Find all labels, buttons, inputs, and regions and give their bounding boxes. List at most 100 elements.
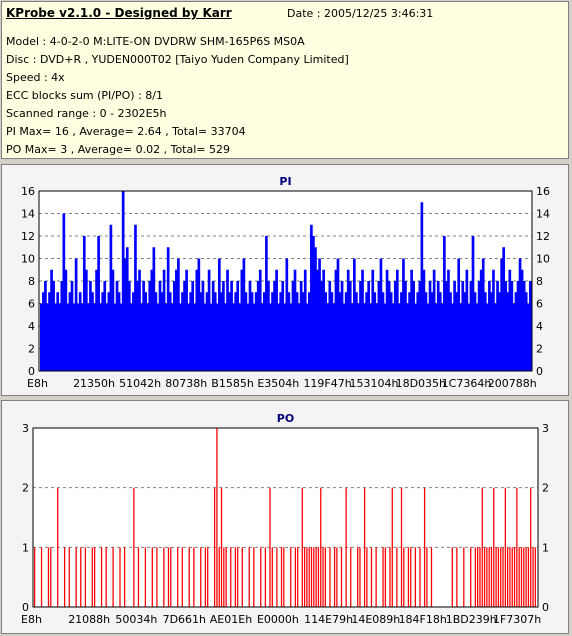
bar	[305, 303, 309, 371]
bar	[58, 303, 62, 371]
y-tick-label-right: 8	[536, 275, 543, 288]
bar	[297, 303, 301, 371]
model-line: Model : 4-0-2-0 M:LITE-ON DVDRW SHM-165P…	[6, 35, 305, 48]
bar	[74, 258, 78, 371]
bar	[493, 487, 495, 607]
bar	[350, 303, 354, 371]
po-chart-panel: PO 0 0 1 1 2 2 3 3 E8h 21088h 50034h 7D661h AE01Eh E00…	[1, 400, 569, 634]
bar	[162, 269, 166, 371]
bar	[40, 303, 43, 371]
bar	[207, 269, 211, 371]
bar	[105, 547, 107, 607]
bar	[209, 303, 213, 371]
bar	[400, 292, 403, 371]
bar	[414, 303, 418, 371]
bar	[256, 281, 260, 371]
bar	[365, 292, 368, 371]
bar	[412, 281, 415, 371]
bar	[320, 281, 323, 371]
bar	[76, 303, 80, 371]
bar	[205, 292, 209, 371]
bar	[222, 281, 225, 371]
bar	[103, 281, 107, 371]
x-tick-label: B1585h	[211, 377, 254, 390]
bar	[459, 303, 463, 371]
bar	[361, 269, 364, 371]
bar	[62, 213, 66, 371]
bar	[213, 292, 217, 371]
bar	[163, 547, 165, 607]
bar	[510, 281, 514, 371]
bar	[46, 303, 49, 371]
x-tick-label: 1BD239h	[446, 613, 497, 626]
bar	[142, 281, 145, 371]
bar	[451, 547, 453, 607]
x-tick-label: E8h	[27, 377, 48, 390]
bar	[486, 547, 488, 607]
bar	[164, 303, 168, 371]
y-tick-label-right: 10	[536, 253, 550, 266]
bar	[518, 258, 522, 371]
bar	[197, 258, 201, 371]
bar	[64, 547, 66, 607]
bar	[226, 269, 229, 371]
bar	[516, 281, 520, 371]
bar	[160, 292, 164, 371]
bar	[156, 303, 160, 371]
pi-chart-panel: PI 0 0 2 2 4 4 6 6 8 8 10 10 12 12 14 14 16 16 E8h 21350h 510…	[1, 164, 569, 396]
bar	[393, 281, 397, 371]
bar	[97, 236, 100, 371]
bar	[123, 547, 126, 607]
bar	[418, 281, 422, 371]
bar	[246, 303, 250, 371]
bar	[224, 303, 227, 371]
bar	[420, 202, 424, 371]
bar	[381, 292, 385, 371]
bar	[119, 303, 123, 371]
bar	[387, 281, 391, 371]
bar	[490, 292, 493, 371]
x-tick-label: 114E79h	[304, 613, 353, 626]
bar	[244, 292, 248, 371]
bar	[271, 547, 273, 607]
bar	[252, 303, 256, 371]
bar	[144, 292, 147, 371]
bar	[258, 269, 262, 371]
bar	[68, 292, 72, 371]
bar	[137, 547, 140, 607]
y-tick-label-right: 6	[536, 298, 543, 311]
bar	[281, 281, 285, 371]
bar	[400, 487, 403, 607]
bar	[333, 547, 336, 607]
bar	[370, 547, 373, 607]
bar	[377, 281, 381, 371]
bar	[134, 224, 137, 371]
bar	[237, 547, 239, 607]
bar	[271, 292, 274, 371]
bar	[260, 303, 264, 371]
bar	[289, 303, 293, 371]
bar	[494, 303, 497, 371]
bar	[470, 547, 472, 607]
bar	[168, 292, 172, 371]
x-tick-label: 7D661h	[163, 613, 206, 626]
bar	[225, 547, 227, 607]
bar	[432, 269, 436, 371]
bar	[508, 269, 512, 371]
ecc-line: ECC blocks sum (PI/PO) : 8/1	[6, 89, 163, 102]
y-tick-label-left: 2	[28, 343, 35, 356]
bar	[217, 258, 221, 371]
bar	[314, 247, 317, 371]
bar	[170, 303, 174, 371]
bar	[502, 247, 506, 371]
bar	[398, 303, 401, 371]
bar	[483, 547, 486, 607]
bar	[511, 547, 513, 607]
bar	[187, 303, 190, 371]
bar	[238, 303, 242, 371]
x-tick-label: 1F7307h	[493, 613, 541, 626]
bar	[389, 292, 393, 371]
bar	[481, 487, 483, 607]
app-title: KProbe v2.1.0 - Designed by Karr	[6, 6, 232, 20]
y-tick-label-right: 12	[536, 230, 550, 243]
